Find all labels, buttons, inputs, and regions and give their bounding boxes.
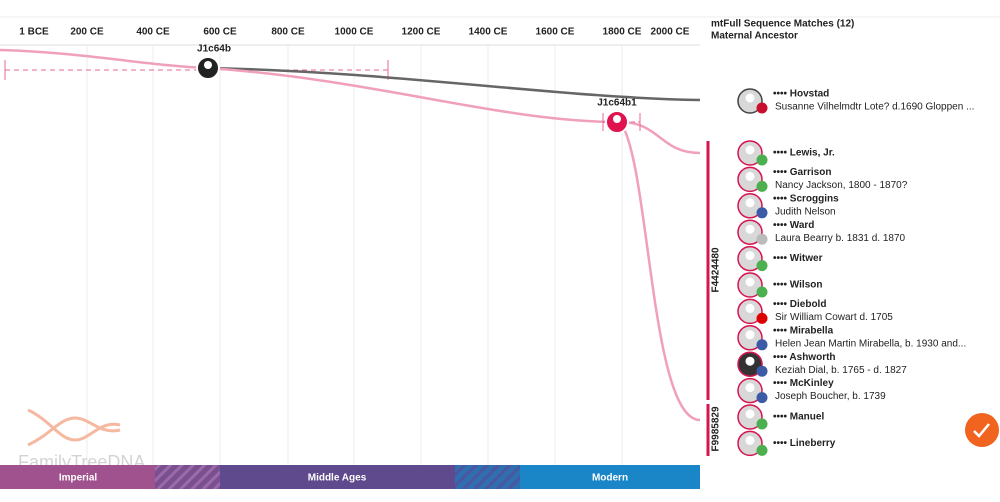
avatar-head — [745, 171, 755, 181]
avatar-head — [745, 93, 755, 103]
match-ancestor: Laura Bearry b. 1831 d. 1870 — [775, 233, 906, 244]
group-label: F4424480 — [711, 247, 722, 292]
flag — [756, 312, 768, 324]
era-label: Modern — [592, 473, 628, 484]
match-name[interactable]: •••• Hovstad — [773, 89, 829, 100]
era-label: Imperial — [59, 473, 98, 484]
match-name[interactable]: •••• Mirabella — [773, 325, 834, 336]
era-transition — [455, 465, 520, 489]
axis-label: 2000 CE — [651, 27, 690, 38]
lineage-line — [207, 66, 701, 102]
avatar-head — [745, 356, 755, 366]
header-subtitle: Maternal Ancestor — [711, 31, 798, 42]
axis-label: 600 CE — [203, 27, 237, 38]
flag — [756, 180, 768, 192]
avatar-head — [745, 330, 755, 340]
match-ancestor: Sir William Cowart d. 1705 — [775, 312, 893, 323]
avatar-head — [745, 198, 755, 208]
node-icon — [613, 115, 621, 123]
group-label: F9985829 — [711, 406, 722, 451]
match-name[interactable]: •••• Wilson — [773, 280, 822, 291]
axis-label: 200 CE — [70, 27, 104, 38]
match-name[interactable]: •••• Ward — [773, 220, 814, 231]
axis-label: 1600 CE — [536, 27, 575, 38]
match-name[interactable]: •••• McKinley — [773, 378, 834, 389]
flag — [756, 418, 768, 430]
flag — [756, 260, 768, 272]
avatar-head — [745, 277, 755, 287]
flag — [756, 154, 768, 166]
era-band — [220, 465, 455, 489]
axis-label: 1200 CE — [402, 27, 441, 38]
help-button[interactable] — [965, 413, 999, 447]
match-name[interactable]: •••• Ashworth — [773, 352, 836, 363]
match-ancestor: Nancy Jackson, 1800 - 1870? — [775, 180, 908, 191]
match-name[interactable]: •••• Scroggins — [773, 193, 839, 204]
era-band — [0, 465, 155, 489]
avatar-head — [745, 409, 755, 419]
era-label: Middle Ages — [308, 473, 367, 484]
match-name[interactable]: •••• Witwer — [773, 253, 823, 264]
flag — [756, 339, 768, 351]
match-name[interactable]: •••• Garrison — [773, 167, 831, 178]
flag — [756, 207, 768, 219]
era-transition — [155, 465, 220, 489]
match-name[interactable]: •••• Lewis, Jr. — [773, 148, 835, 159]
axis-label: 800 CE — [271, 27, 305, 38]
flag — [756, 233, 768, 245]
match-ancestor: Helen Jean Martin Mirabella, b. 1930 and… — [775, 338, 966, 349]
flag — [756, 286, 768, 298]
avatar-head — [745, 435, 755, 445]
match-ancestor: Susanne Vilhelmdtr Lote? d.1690 Gloppen … — [775, 102, 974, 113]
header-title: mtFull Sequence Matches (12) — [711, 19, 854, 30]
match-name[interactable]: •••• Lineberry — [773, 438, 836, 449]
axis-label: 400 CE — [136, 27, 170, 38]
match-ancestor: Judith Nelson — [775, 206, 836, 217]
flag — [756, 444, 768, 456]
era-band — [520, 465, 700, 489]
axis-label: 1400 CE — [469, 27, 508, 38]
lineage-line — [0, 48, 701, 155]
axis-label: 1800 CE — [603, 27, 642, 38]
haplogroup-label: J1c64b — [197, 44, 231, 55]
avatar-head — [745, 224, 755, 234]
flag — [756, 365, 768, 377]
help-icon — [973, 423, 990, 438]
flag — [756, 102, 768, 114]
haplogroup-label: J1c64b1 — [597, 98, 637, 109]
axis-label: 1000 CE — [335, 27, 374, 38]
avatar-head — [745, 251, 755, 261]
match-name[interactable]: •••• Manuel — [773, 412, 824, 423]
match-ancestor: Keziah Dial, b. 1765 - d. 1827 — [775, 365, 907, 376]
avatar-head — [745, 303, 755, 313]
avatar-head — [745, 383, 755, 393]
match-ancestor: Joseph Boucher, b. 1739 — [775, 391, 886, 402]
flag — [756, 392, 768, 404]
node-icon — [204, 61, 212, 69]
lineage-line — [619, 121, 701, 422]
avatar-head — [745, 145, 755, 155]
logo-mark — [27, 408, 121, 447]
match-name[interactable]: •••• Diebold — [773, 299, 826, 310]
axis-label: 1 BCE — [19, 27, 49, 38]
